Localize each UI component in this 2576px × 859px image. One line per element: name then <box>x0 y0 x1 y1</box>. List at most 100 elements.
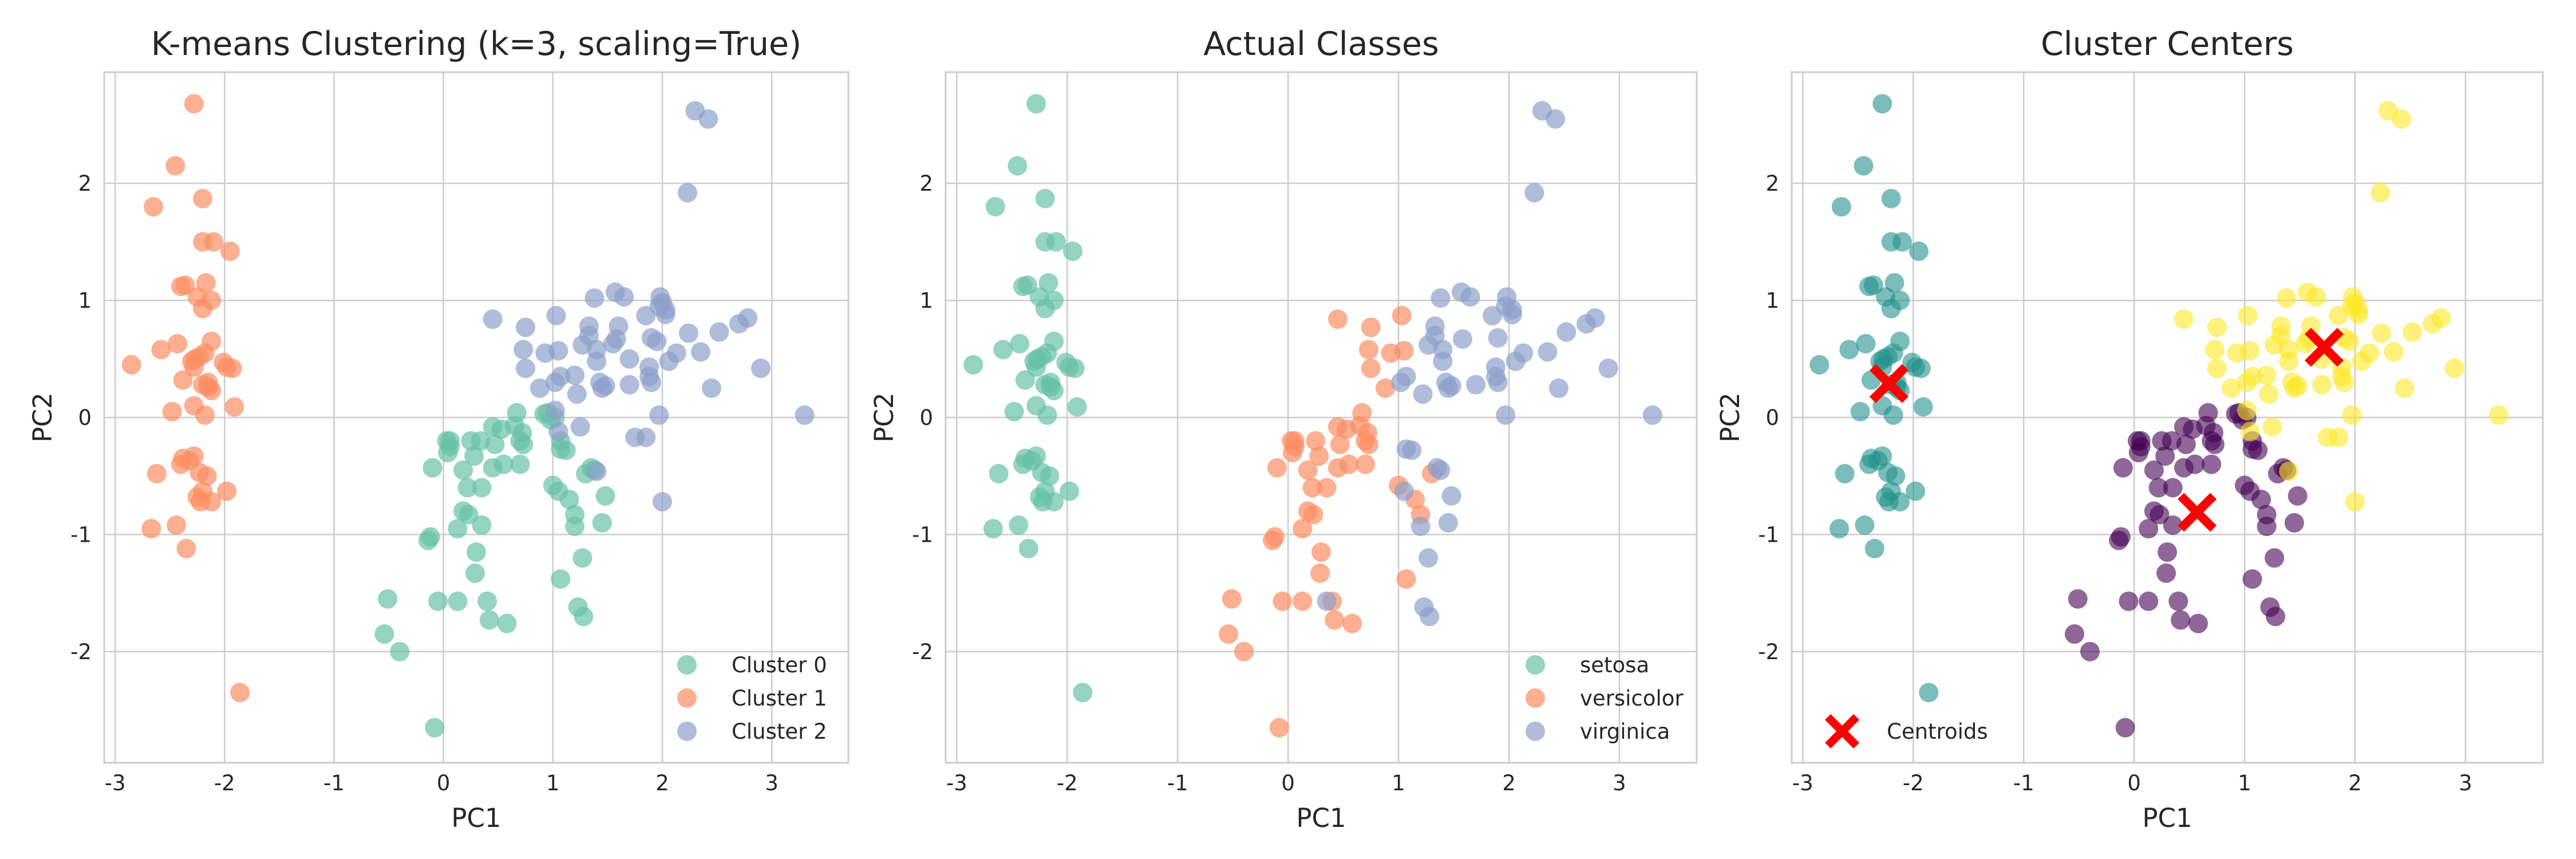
scatter-point <box>1441 376 1461 396</box>
panel-1: -3 -2 -1 0 1 2 3 -2 -1 0 1 2 PC1 PC2 K-means Clusterin… <box>27 25 850 833</box>
scatter-point <box>428 591 448 611</box>
scatter-point <box>2277 288 2297 308</box>
chart-title: Actual Classes <box>1203 25 1439 63</box>
scatter-point <box>2262 417 2282 437</box>
scatter-point <box>2279 351 2299 371</box>
scatter-point <box>572 548 592 568</box>
scatter-point <box>2342 405 2362 425</box>
scatter-point <box>636 427 656 447</box>
scatter-point <box>448 591 468 611</box>
x-tick-label: 3 <box>2459 771 2472 795</box>
legend: Cluster 0 Cluster 1 Cluster 2 <box>677 653 827 744</box>
scatter-point <box>485 435 505 455</box>
scatter-point <box>465 563 485 583</box>
scatter-point <box>565 365 585 385</box>
scatter-point <box>1040 466 1060 486</box>
scatter-point <box>1854 156 1874 176</box>
scatter-point <box>217 481 237 501</box>
scatter-point <box>165 156 185 176</box>
legend-label: Centroids <box>1887 719 1988 744</box>
scatter-point <box>678 323 698 343</box>
scatter-point <box>151 340 171 360</box>
scatter-point <box>2237 372 2257 392</box>
x-tick-label: 2 <box>2348 771 2362 795</box>
scatter-point <box>677 183 697 203</box>
scatter-point <box>457 478 477 498</box>
scatter-point <box>546 306 566 326</box>
scatter-point <box>574 606 594 626</box>
scatter-point <box>1010 334 1030 354</box>
scatter-point <box>507 403 527 423</box>
scatter-point <box>2334 372 2354 392</box>
scatter-point <box>2204 435 2225 455</box>
legend-marker <box>1825 714 1859 748</box>
x-tick-label: 2 <box>655 771 669 795</box>
scatter-point <box>584 288 605 308</box>
y-tick-label: -1 <box>912 522 933 547</box>
scatter-point <box>1013 454 1033 474</box>
y-tick-label: 2 <box>78 171 92 196</box>
scatter-point <box>2202 454 2222 474</box>
scatter-point <box>1488 372 1508 392</box>
scatter-point <box>175 275 195 295</box>
scatter-point <box>2329 427 2349 447</box>
scatter-point <box>144 197 164 217</box>
scatter-point <box>1839 340 1859 360</box>
scatter-point <box>173 370 193 390</box>
scatter-point <box>1598 358 1618 379</box>
legend-label: versicolor <box>1580 686 1684 711</box>
legend: setosa versicolor virginica <box>1526 653 1684 744</box>
scatter-point <box>1488 328 1508 348</box>
scatter-point <box>1317 478 1337 498</box>
chart-title: Cluster Centers <box>2041 25 2294 63</box>
x-tick-label: 1 <box>1392 771 1405 795</box>
scatter-point <box>472 515 492 535</box>
scatter-point <box>464 446 484 466</box>
scatter-point <box>1339 454 1359 474</box>
scatter-point <box>1883 405 1903 425</box>
scatter-point <box>187 487 207 507</box>
scatter-point <box>2128 443 2148 463</box>
scatter-point <box>2251 490 2271 510</box>
scatter-point <box>1548 378 1568 398</box>
scatter-point <box>1514 343 1534 363</box>
y-tick-label: 1 <box>919 289 933 313</box>
scatter-point <box>1419 548 1439 568</box>
scatter-point <box>1433 351 1453 371</box>
scatter-point <box>167 515 187 535</box>
scatter-point <box>1452 329 1472 349</box>
scatter-point <box>2171 610 2191 630</box>
scatter-point <box>1642 405 1662 425</box>
scatter-point <box>448 519 468 539</box>
scatter-point <box>1906 481 1926 501</box>
scatter-point <box>184 94 204 114</box>
scatter-point <box>2312 375 2332 395</box>
scatter-point <box>1396 569 1416 589</box>
scatter-point <box>2068 589 2088 609</box>
scatter-point <box>1303 505 1323 525</box>
scatter-point <box>1402 440 1422 460</box>
scatter-point <box>1876 487 1895 507</box>
scatter-point <box>1375 378 1395 398</box>
scatter-point <box>1017 275 1037 295</box>
x-tick-label: 0 <box>437 771 451 795</box>
scatter-point <box>184 357 204 377</box>
x-tick-label: -2 <box>1903 771 1924 795</box>
legend-marker <box>677 655 697 675</box>
scatter-point <box>2204 340 2225 360</box>
scatter-point <box>224 397 244 417</box>
scatter-point <box>1466 375 1486 395</box>
scatter-point <box>2144 460 2164 480</box>
scatter-point <box>545 400 565 420</box>
scatter-point <box>2150 505 2170 525</box>
y-tick-label: 2 <box>919 171 933 196</box>
scatter-point <box>453 460 473 480</box>
scatter-point <box>1438 513 1458 533</box>
x-tick-label: 3 <box>1613 771 1626 795</box>
scatter-point <box>1046 232 1066 252</box>
scatter-point <box>2488 405 2508 425</box>
scatter-point <box>1222 589 1242 609</box>
scatter-point <box>1306 431 1326 451</box>
scatter-point <box>2155 446 2175 466</box>
